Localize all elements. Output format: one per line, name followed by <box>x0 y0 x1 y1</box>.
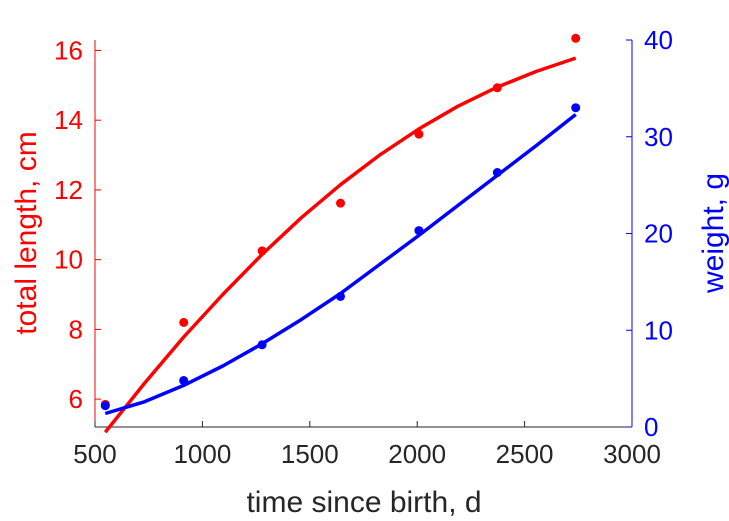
weight-data-point <box>179 376 189 386</box>
right-tick-label: 30 <box>644 122 673 152</box>
weight-data-point <box>414 226 424 236</box>
x-tick-label: 2500 <box>496 439 554 469</box>
x-tick-label: 2000 <box>388 439 446 469</box>
length-fit-line <box>103 56 577 434</box>
left-tick-label: 8 <box>69 314 83 344</box>
axes-layer: 500 1000 1500 2000 2500 3000 6 8 10 12 14 16 0 10 20 30… <box>54 25 673 469</box>
left-tick-label: 6 <box>69 384 83 414</box>
x-tick-label: 500 <box>73 439 116 469</box>
weight-data-point <box>571 103 581 113</box>
x-tick-label: 1000 <box>173 439 231 469</box>
length-data-point <box>571 33 581 43</box>
weight-data-point <box>100 401 110 411</box>
weight-data-point <box>257 340 267 350</box>
weight-fit-line <box>104 113 577 416</box>
length-data-point <box>414 129 424 139</box>
right-tick-label: 40 <box>644 25 673 55</box>
left-tick-label: 14 <box>54 105 83 135</box>
right-tick-label: 20 <box>644 219 673 249</box>
weight-data-point <box>336 291 346 301</box>
x-tick-label: 3000 <box>603 439 661 469</box>
left-tick-label: 16 <box>54 35 83 65</box>
right-tick-label: 0 <box>644 412 658 442</box>
weight-data-point <box>492 168 502 178</box>
x-axis-label: time since birth, d <box>246 486 481 519</box>
left-tick-label: 10 <box>54 245 83 275</box>
length-data-point <box>492 83 502 93</box>
length-data-point <box>336 198 346 208</box>
x-tick-label: 1500 <box>281 439 339 469</box>
right-axis-label: weight, g <box>697 173 729 294</box>
right-tick-label: 10 <box>644 315 673 345</box>
left-tick-label: 12 <box>54 175 83 205</box>
length-data-point <box>179 317 189 327</box>
length-data-point <box>257 246 267 256</box>
series-layer <box>100 33 581 434</box>
left-axis-label: total length, cm <box>10 131 43 334</box>
